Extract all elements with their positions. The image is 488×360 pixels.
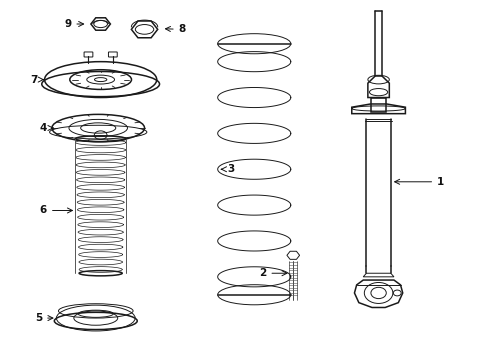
Text: 9: 9 bbox=[64, 19, 83, 29]
Text: 5: 5 bbox=[35, 313, 53, 323]
Text: 8: 8 bbox=[165, 24, 185, 35]
Text: 4: 4 bbox=[40, 123, 53, 133]
Text: 3: 3 bbox=[221, 164, 234, 174]
Text: 6: 6 bbox=[40, 206, 72, 216]
Text: 7: 7 bbox=[30, 75, 43, 85]
Text: 2: 2 bbox=[259, 268, 286, 278]
Text: 1: 1 bbox=[394, 177, 444, 187]
